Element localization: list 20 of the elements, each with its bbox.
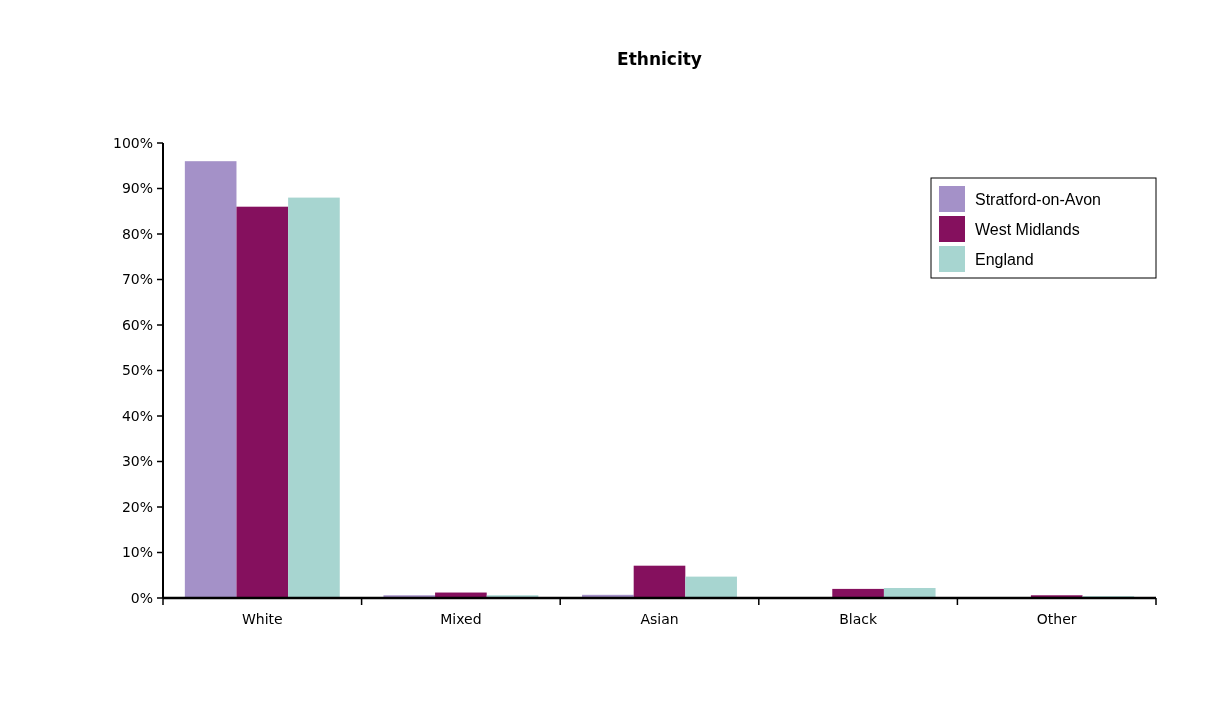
y-tick-label: 30% [121, 453, 153, 470]
y-tick-label: 90% [121, 180, 153, 197]
y-tick-label: 50% [121, 362, 153, 379]
x-tick-label: White [241, 611, 283, 627]
y-tick-label: 100% [112, 134, 153, 151]
chart-title: Ethnicity [617, 49, 702, 69]
y-tick-label: 60% [121, 316, 153, 333]
y-tick-label: 70% [121, 271, 153, 288]
x-tick-label: Black [839, 611, 878, 627]
legend-label: Stratford-on-Avon [975, 190, 1101, 208]
legend-label: England [975, 250, 1034, 268]
y-tick-label: 80% [121, 225, 153, 242]
y-tick-label: 20% [121, 498, 153, 515]
legend-label: West Midlands [975, 220, 1080, 238]
x-tick-label: Mixed [440, 611, 482, 627]
y-tick-label: 0% [130, 589, 153, 606]
y-tick-label: 40% [121, 407, 153, 424]
x-tick-label: Asian [640, 611, 679, 627]
y-tick-label: 10% [121, 544, 153, 561]
x-tick-label: Other [1036, 611, 1077, 627]
